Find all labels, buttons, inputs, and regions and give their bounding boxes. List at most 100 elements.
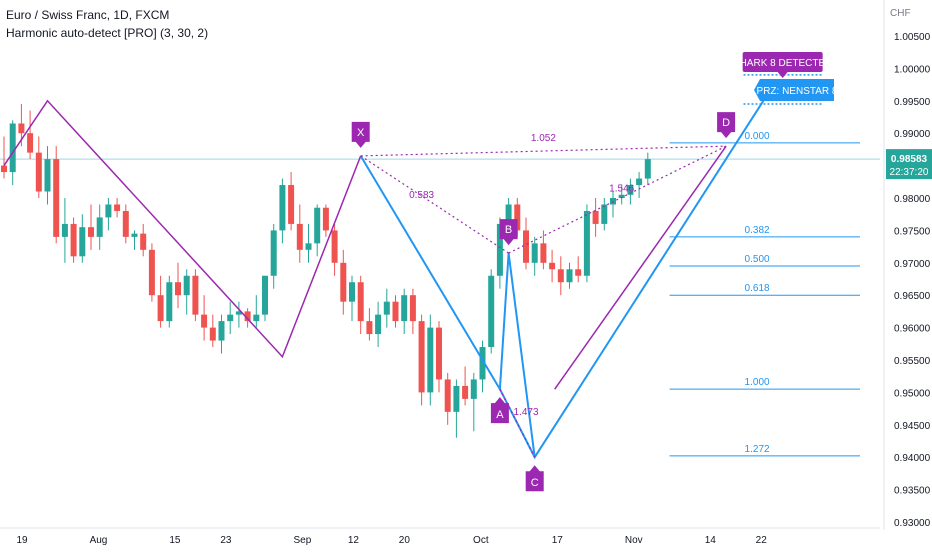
candle-body <box>88 227 94 237</box>
harmonic-leg-line <box>359 90 771 460</box>
y-tick-label: 0.94000 <box>894 453 931 464</box>
candle-body <box>253 314 260 322</box>
candle-body <box>175 282 181 296</box>
y-tick-label: 0.96500 <box>894 291 931 302</box>
time-axis: 19 Aug 15 23 Sep 12 20 Oct 17 Nov 14 22 <box>0 527 880 546</box>
candle-body <box>44 159 51 192</box>
fib-level-label: 0.618 <box>745 283 770 294</box>
pattern-point-badge <box>490 397 509 424</box>
y-tick-label: 0.95500 <box>894 356 931 367</box>
pattern-point-b: B <box>499 219 518 246</box>
candle-body <box>79 227 86 257</box>
ratio-label: 1.546 <box>609 184 634 195</box>
candle-body <box>453 385 460 412</box>
symbol-title: Euro / Swiss Franc, 1D, FXCM <box>6 8 170 22</box>
last-price-tag-bg <box>886 149 932 180</box>
pattern-point-c: C <box>525 465 544 492</box>
y-tick-label: 0.99500 <box>894 97 931 108</box>
candle-body <box>505 204 512 224</box>
y-tick-label: 0.98000 <box>894 194 931 205</box>
candle-body <box>357 282 364 322</box>
candle-body <box>531 243 538 263</box>
y-tick-label: 0.99000 <box>894 129 931 140</box>
shark-badge-text: SHARK 8 DETECTED <box>733 58 832 69</box>
candle-body <box>70 223 77 257</box>
candle-body <box>392 301 399 322</box>
pattern-point-badge <box>499 219 518 246</box>
candle-body <box>53 159 60 237</box>
candle-body <box>366 321 373 335</box>
pattern-point-x: X <box>351 121 370 148</box>
candle-body <box>235 311 242 315</box>
last-price-tag: 0.98583 22:37:20 <box>886 149 932 180</box>
candle-body <box>131 233 138 237</box>
x-tick-label: Nov <box>625 535 643 546</box>
currency-label: CHF <box>890 8 911 19</box>
candle-body <box>427 327 434 393</box>
prior-zigzag-line <box>3 99 362 359</box>
x-tick-label: 15 <box>169 535 181 546</box>
candle-body <box>209 327 216 341</box>
y-tick-label: 0.97500 <box>894 226 931 237</box>
y-tick-label: 0.93500 <box>894 486 931 497</box>
prz-badge-bg <box>754 79 834 101</box>
fib-level-label: 1.000 <box>745 377 770 388</box>
candle-body <box>314 207 321 244</box>
candle-body <box>601 204 608 224</box>
candle-body <box>496 223 503 276</box>
x-tick-label: Oct <box>473 535 489 546</box>
candle-body <box>244 311 251 322</box>
y-tick-label: 1.00000 <box>894 64 931 75</box>
candle-body <box>383 301 390 315</box>
candle-body <box>575 269 582 276</box>
prz-label-badge: PRZ: NENSTAR 8 <box>754 79 838 101</box>
candle-body <box>61 223 68 237</box>
fib-level-label: 1.272 <box>745 444 770 455</box>
pattern-point-label: X <box>357 127 365 139</box>
candle-body <box>105 204 112 218</box>
candle-body <box>349 282 355 302</box>
candle-body <box>479 347 486 380</box>
candle-body <box>644 159 651 179</box>
candle-body <box>401 295 408 322</box>
candle-body <box>227 314 234 322</box>
candle-body <box>583 210 590 276</box>
candle-body <box>627 185 634 195</box>
y-tick-label: 0.94500 <box>894 421 931 432</box>
candle-body <box>183 275 190 296</box>
pattern-point-a: A <box>490 397 509 424</box>
y-tick-label: 0.96000 <box>894 324 931 335</box>
candle-body <box>9 123 16 173</box>
x-tick-label: 22 <box>756 535 768 546</box>
candle-body <box>35 152 42 192</box>
candle-body <box>296 223 303 250</box>
y-tick-label: 0.93000 <box>894 518 931 529</box>
candle-body <box>557 269 564 283</box>
candle-body <box>618 194 625 198</box>
indicator-title: Harmonic auto-detect [PRO] (3, 30, 2) <box>6 26 209 40</box>
shark-badge-bg <box>742 52 823 72</box>
prz-badge-text: PRZ: NENSTAR 8 <box>757 86 838 97</box>
candle-body <box>140 233 147 250</box>
candle-body <box>462 385 469 399</box>
candle-body <box>157 295 164 322</box>
y-tick-label: 0.97000 <box>894 259 931 270</box>
candle-body <box>288 185 295 224</box>
x-tick-label: 23 <box>220 535 232 546</box>
pattern-point-d: D <box>717 112 736 139</box>
pattern-point-badge <box>717 112 736 139</box>
candle-body <box>566 269 573 283</box>
pattern-point-label: D <box>722 117 730 129</box>
pattern-point-badge <box>525 465 544 492</box>
candle-body <box>218 321 225 341</box>
candle-body <box>201 314 208 328</box>
harmonic-bc-leg <box>507 252 536 458</box>
candle-body <box>270 230 277 276</box>
x-tick-label: 20 <box>399 535 411 546</box>
candle-body <box>409 295 416 322</box>
candle-body <box>148 249 155 296</box>
candle-body <box>305 243 312 250</box>
candle-body <box>418 321 425 393</box>
candle-body <box>540 243 547 263</box>
